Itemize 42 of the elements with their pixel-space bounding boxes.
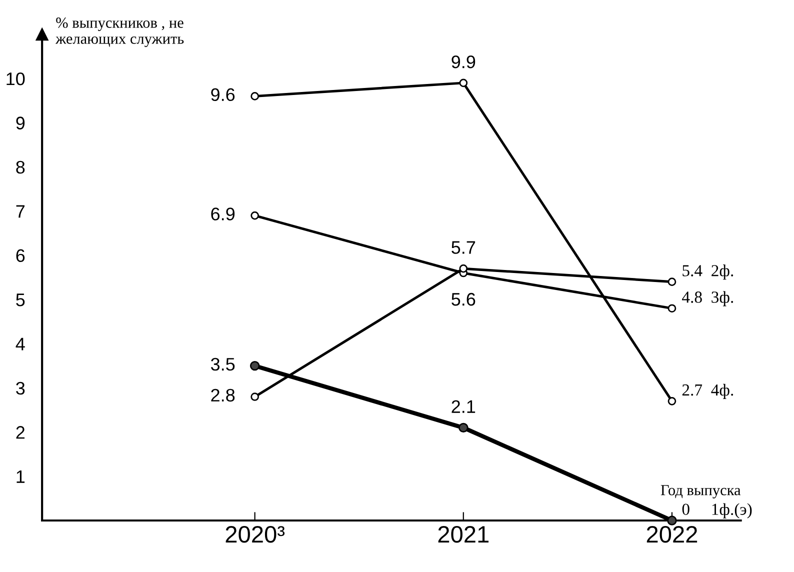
y-tick-label: 7 [16,205,25,218]
data-label: 5.6 [452,292,476,306]
text: 4ф. [711,384,734,400]
data-label: 0 [682,504,690,515]
y-tick-label: 6 [16,249,25,262]
text: 3ф. [712,291,734,306]
point [667,516,677,526]
point [250,211,259,220]
point [668,397,676,406]
point [458,422,468,433]
y-tick-label: 10 [6,72,25,86]
data-label: 2.8 [211,388,235,402]
point [459,264,468,273]
data-label: 6.9 [211,208,235,220]
x-tick-label: 2022 [646,526,698,543]
y-tick-label: 5 [16,294,25,306]
point [250,392,259,401]
y-tick-label: 8 [16,160,25,174]
y-tick-label: 3 [16,382,25,395]
point [668,304,676,313]
text: 2ф. [712,264,734,280]
data-label: 5.7 [452,241,476,254]
point [668,278,676,286]
point [250,92,259,100]
x-tick-label: 2021 [438,526,489,543]
x-tick-label: 2020³ [226,526,285,543]
y-axis-title: % выпускников , не желающих служить [56,18,184,48]
data-label: 9.9 [452,55,476,68]
y-tick-label: 2 [16,426,25,439]
data-label: 3.5 [210,358,235,371]
y-tick-label: 1 [16,470,25,483]
point [250,360,260,371]
x-axis-title: Год выпуска [660,485,741,498]
text: 1ф.(э) [712,503,752,518]
data-label: 2.7 [682,384,702,396]
y-tick-label: 4 [16,338,25,350]
data-label: 2.1 [452,400,476,413]
point [459,78,468,88]
y-tick-label: 9 [16,116,25,130]
data-label: 9.6 [211,88,235,102]
data-label: 4.8 [682,292,702,303]
data-label: 5.4 [682,265,702,276]
